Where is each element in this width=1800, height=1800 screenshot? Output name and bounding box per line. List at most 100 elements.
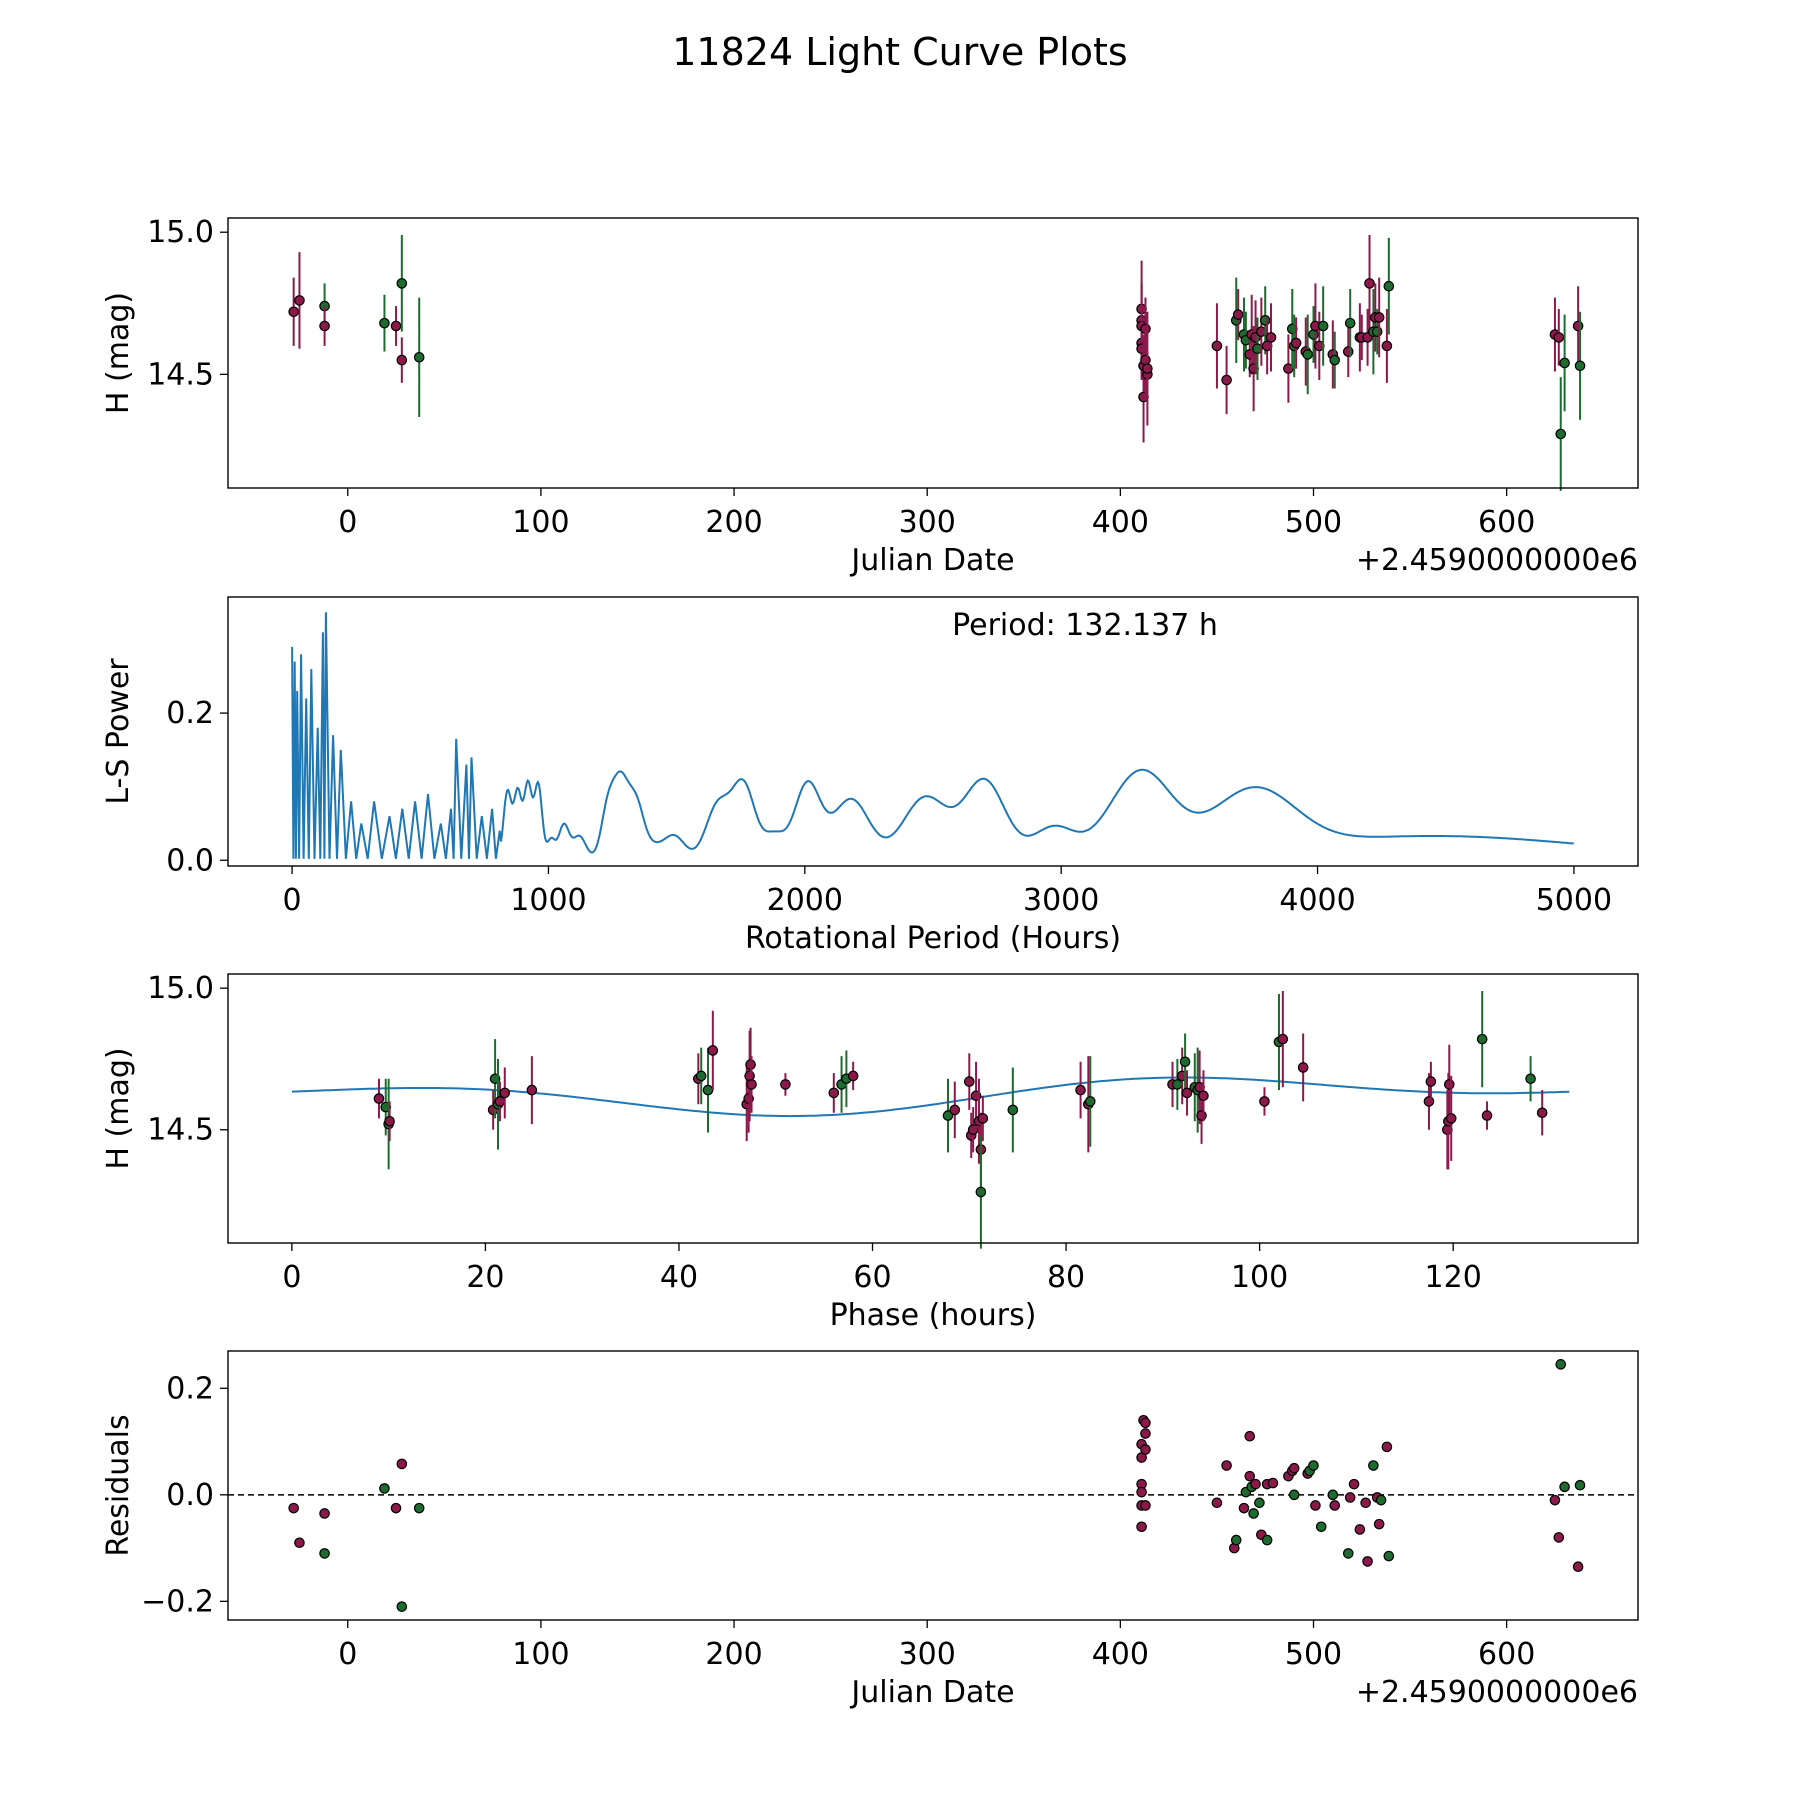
x-tick-label: 120 [1425,1260,1482,1295]
data-point [294,295,305,306]
data-point [1317,320,1329,332]
data-point [1075,1084,1086,1096]
data-point [828,1087,840,1099]
y-tick-label: 14.5 [147,357,214,392]
x-tick-label: 20 [466,1260,504,1295]
data-point [1381,340,1393,352]
data-point [1265,332,1277,343]
x-tick-label: 300 [899,505,956,540]
y-tick-label: 15.0 [147,215,214,250]
data-point [1344,317,1356,329]
data-point [1250,1478,1261,1490]
x-tick-label: 500 [1285,1637,1342,1672]
data-point [1362,1556,1373,1567]
data-point [1368,1460,1379,1471]
x-tick-label: 400 [1092,1637,1149,1672]
data-point [1373,312,1385,323]
data-point [695,1070,707,1082]
data-point [379,1483,390,1494]
data-point [1342,346,1354,357]
data-point [384,1115,395,1127]
data-point [942,1110,954,1121]
data-point [1559,1481,1570,1493]
data-point [1445,1113,1457,1124]
plot-area [288,235,1586,491]
plot-area [291,612,1574,859]
data-point [1196,1110,1207,1121]
data-point [1230,1534,1242,1546]
x-tick-label: 0 [283,883,302,918]
x-tick-label: 100 [512,1637,569,1672]
x-tick-label: 4000 [1279,883,1355,918]
panel-lc: 0 100 200 300 400 500 600 15.0 14.5 Julian Date H … [101,215,1639,578]
data-point [396,1601,408,1612]
data-point [413,1502,425,1514]
data-point [499,1087,511,1099]
data-point [1244,1430,1256,1442]
data-point [1381,1441,1393,1453]
data-point [390,1502,402,1514]
data-point [780,1079,791,1090]
data-point [1211,1497,1223,1509]
x-tick-label: 300 [899,1637,956,1672]
x-tick-label: 2000 [767,883,843,918]
data-point [1248,1508,1259,1519]
data-point [1354,1524,1366,1535]
axes-frame [227,596,1639,867]
data-point [1348,1478,1360,1490]
axes-frame [227,1350,1639,1621]
plot-area [228,1359,1638,1612]
data-point [1181,1087,1193,1099]
data-point [319,1548,330,1559]
data-point [1308,1460,1319,1471]
data-point [746,1079,757,1090]
data-point [288,1502,299,1514]
data-point [1574,1479,1586,1491]
data-point [1553,332,1565,343]
x-tick-label: 400 [1092,505,1149,540]
x-tick-label: 1000 [510,883,586,918]
data-point [1360,1497,1371,1509]
data-point [1371,326,1383,337]
data-point [847,1070,859,1082]
data-point [1549,1494,1561,1506]
x-tick-label: 600 [1478,1637,1535,1672]
data-point [1310,1500,1321,1511]
data-point [1267,1477,1279,1489]
data-point [707,1045,719,1056]
data-point [1140,1428,1151,1439]
data-point [1221,374,1232,386]
data-point [1476,1033,1488,1045]
data-point [1302,349,1314,360]
model-fit-curve [291,1076,1570,1118]
panel-res: 0 100 200 300 400 500 600 0.2 0.0 −0.2 Julian Date… [101,1350,1639,1710]
data-point [1443,1079,1455,1090]
data-point [1555,428,1567,440]
x-axis-label: Rotational Period (Hours) [745,921,1121,956]
data-point [1383,1550,1395,1562]
data-point [1297,1062,1309,1073]
panel-phase: 0 20 40 60 80 100 120 15.0 14.5 Phase (hours) H (m… [101,971,1639,1333]
x-offset-text: +2.4590000000e6 [1356,543,1638,578]
x-tick-label: 0 [282,1260,301,1295]
y-tick-label: 14.5 [147,1113,214,1148]
power-line [291,612,1574,859]
x-tick-label: 500 [1285,505,1342,540]
data-point [1140,1500,1151,1511]
data-point [1425,1076,1437,1087]
x-tick-label: 5000 [1536,883,1612,918]
data-point [1140,1444,1151,1455]
axes-frame [227,973,1639,1244]
data-point [1172,1079,1183,1090]
data-point [396,354,408,366]
data-point [1198,1090,1209,1102]
data-point [319,1508,330,1519]
data-point [1327,1489,1339,1501]
x-tick-label: 0 [338,505,357,540]
data-point [1007,1104,1019,1116]
data-point [1277,1033,1289,1045]
x-axis-label: Phase (hours) [830,1298,1037,1333]
x-tick-label: 100 [512,505,569,540]
data-point [1136,1486,1147,1498]
